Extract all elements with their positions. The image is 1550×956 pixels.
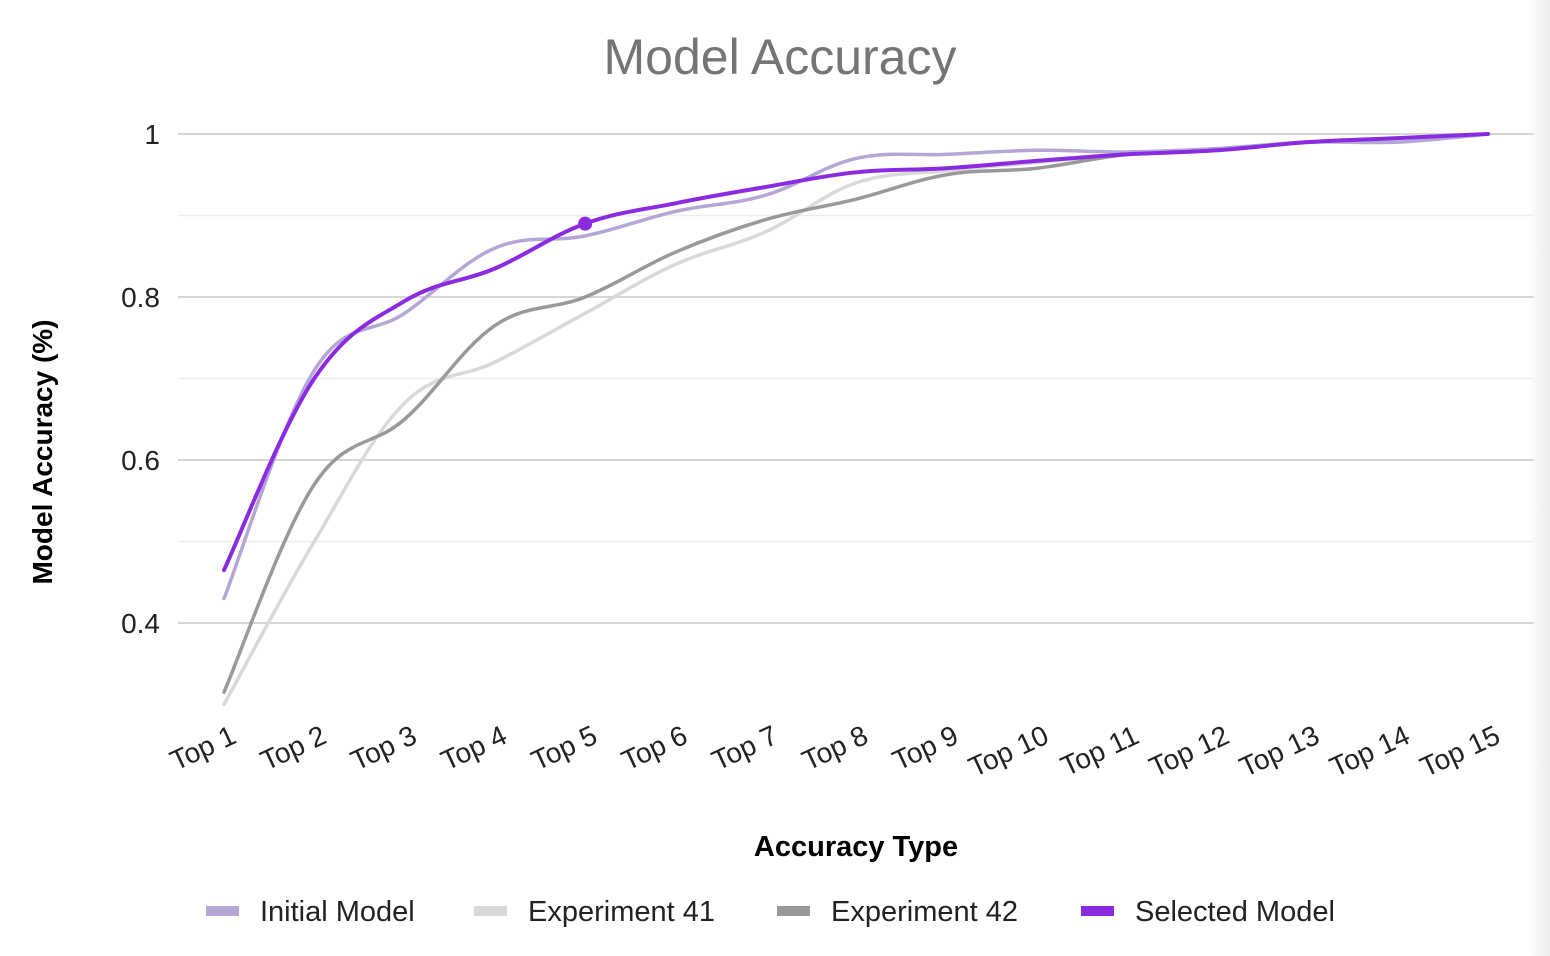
legend-label: Selected Model: [1135, 896, 1335, 928]
x-tick-label: Top 4: [436, 719, 511, 776]
x-tick-label: Top 2: [256, 719, 331, 776]
gridlines: [178, 133, 1534, 624]
y-tick-label: 0.4: [121, 608, 160, 639]
legend-swatch: [777, 906, 810, 916]
scroll-edge: [1528, 0, 1550, 956]
legend-item-experiment-41[interactable]: Experiment 41: [474, 896, 715, 928]
x-tick-labels: Top 1 Top 2 Top 3 Top 4 Top 5 Top 6 Top 7 Top 8…: [165, 719, 1504, 783]
x-tick-label: Top 7: [707, 719, 782, 776]
legend-item-selected-model[interactable]: Selected Model: [1081, 896, 1335, 928]
series-line-initial-model[interactable]: [222, 132, 1490, 601]
legend-swatch: [1081, 906, 1114, 916]
legend-item-initial-model[interactable]: Initial Model: [206, 896, 415, 928]
y-tick-label: 0.8: [121, 282, 160, 313]
legend[interactable]: Initial Model Experiment 41 Experiment 42 S…: [206, 896, 1335, 928]
x-tick-label: Top 6: [617, 719, 692, 776]
y-axis-label: Model Accuracy (%): [27, 319, 58, 584]
chart-title: Model Accuracy: [604, 29, 957, 85]
x-tick-label: Top 14: [1325, 719, 1414, 783]
series-line-experiment-41[interactable]: [222, 132, 1490, 707]
x-tick-label: Top 11: [1056, 719, 1143, 782]
x-axis-label: Accuracy Type: [754, 831, 958, 863]
legend-label: Experiment 41: [528, 896, 715, 928]
y-tick-labels: 0.4 0.6 0.8 1: [121, 119, 160, 639]
x-tick-label: Top 9: [888, 719, 963, 776]
y-tick-label: 0.6: [121, 445, 160, 476]
legend-swatch: [206, 906, 239, 916]
legend-label: Initial Model: [260, 896, 415, 928]
x-tick-label: Top 12: [1144, 719, 1233, 783]
x-tick-label: Top 8: [797, 719, 872, 776]
legend-label: Experiment 42: [831, 896, 1018, 928]
x-tick-label: Top 15: [1415, 719, 1504, 783]
series-line-selected-model[interactable]: [222, 132, 1490, 573]
x-tick-label: Top 10: [964, 719, 1053, 783]
x-tick-label: Top 3: [346, 719, 421, 776]
x-tick-label: Top 1: [165, 719, 240, 776]
series-lines: [222, 132, 1490, 707]
highlighted-data-point[interactable]: [578, 216, 593, 231]
series-line-experiment-42[interactable]: [222, 132, 1490, 695]
legend-swatch: [474, 906, 507, 916]
x-tick-label: Top 5: [526, 719, 601, 776]
y-tick-label: 1: [144, 119, 160, 150]
x-tick-label: Top 13: [1235, 719, 1324, 783]
legend-item-experiment-42[interactable]: Experiment 42: [777, 896, 1018, 928]
